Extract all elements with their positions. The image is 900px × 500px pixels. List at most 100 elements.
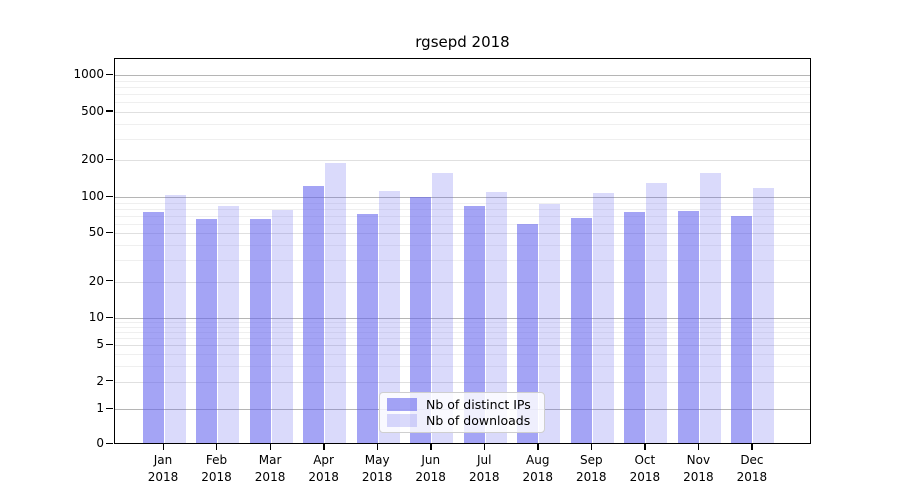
- y-tick-label: 0: [96, 436, 104, 450]
- x-tick-mark-nov: [697, 444, 700, 450]
- x-tick-label: Jul 2018: [468, 453, 500, 484]
- bar-downloads-sep: [592, 193, 614, 443]
- bar-downloads-apr: [325, 162, 347, 443]
- y-tick-mark-1: [106, 407, 113, 409]
- gridline-1000: [115, 75, 810, 76]
- y-tick-label: 50: [88, 225, 104, 240]
- x-tick-mark-apr: [323, 444, 325, 450]
- y-tick-label: 1: [96, 401, 104, 415]
- bar-downloads-may: [378, 190, 400, 443]
- gridline-minor-4: [115, 354, 810, 356]
- gridline-minor-30: [115, 260, 810, 262]
- y-tick-label: 10: [88, 310, 104, 324]
- bar-ips-jul: [463, 205, 485, 443]
- legend-swatch-downloads: [387, 414, 417, 428]
- x-tick-mark-jan: [162, 444, 164, 450]
- legend-row-downloads: Nb of downloads: [387, 413, 537, 428]
- y-tick-mark-10: [106, 316, 113, 318]
- gridline-minor-800: [115, 86, 810, 88]
- bar-ips-sep: [570, 218, 592, 443]
- x-tick-label: Feb 2018: [201, 453, 232, 484]
- y-tick-mark-2: [106, 380, 113, 382]
- gridline-minor-600: [115, 102, 810, 104]
- legend: Nb of distinct IPs Nb of downloads: [379, 392, 545, 433]
- gridline-minor-700: [115, 93, 810, 95]
- gridline-50: [115, 233, 810, 235]
- gridline-20: [115, 281, 810, 283]
- y-tick-mark-50: [106, 231, 113, 234]
- x-tick-label: May 2018: [361, 453, 393, 484]
- gridline-minor-60: [115, 223, 810, 225]
- y-tick-mark-20: [106, 280, 113, 282]
- gridline-minor-7: [115, 332, 810, 334]
- bar-downloads-jan: [164, 194, 186, 443]
- x-tick-mark-aug: [537, 444, 539, 450]
- x-tick-label: Jun 2018: [415, 453, 446, 484]
- x-tick-label: Jan 2018: [147, 453, 179, 484]
- bar-ips-may: [356, 213, 378, 443]
- bar-ips-aug: [517, 223, 539, 443]
- bar-downloads-jun: [432, 172, 454, 443]
- bar-downloads-dec: [753, 188, 775, 443]
- gridline-2: [115, 381, 810, 383]
- bar-ips-nov: [677, 211, 699, 443]
- bar-ips-dec: [731, 215, 753, 443]
- y-tick-label: 1000: [73, 67, 104, 81]
- x-tick-mark-sep: [590, 444, 593, 450]
- bar-downloads-aug: [539, 203, 561, 443]
- y-tick-label: 2: [96, 373, 104, 388]
- x-tick-label: Apr 2018: [308, 453, 339, 484]
- bar-downloads-mar: [271, 210, 293, 443]
- gridline-500: [115, 111, 810, 113]
- gridline-100: [115, 197, 810, 198]
- bar-ips-jan: [142, 212, 164, 443]
- x-tick-label: Dec 2018: [736, 453, 768, 484]
- bar-ips-jun: [410, 197, 432, 443]
- y-tick-label: 100: [81, 189, 104, 203]
- x-tick-mark-jul: [483, 444, 486, 450]
- y-tick-label: 20: [88, 273, 104, 288]
- y-tick-mark-1000: [106, 73, 113, 75]
- bar-downloads-jul: [485, 191, 507, 443]
- gridline-5: [115, 345, 810, 347]
- x-tick-mark-oct: [644, 444, 646, 450]
- gridline-minor-90: [115, 202, 810, 204]
- bar-ips-mar: [249, 218, 271, 443]
- legend-label-distinct-ips: Nb of distinct IPs: [426, 396, 531, 412]
- y-tick-label: 200: [81, 152, 104, 167]
- bar-ips-apr: [303, 185, 325, 443]
- x-tick-mark-dec: [751, 444, 753, 450]
- y-tick-mark-5: [106, 343, 113, 346]
- bar-ips-oct: [624, 212, 646, 443]
- x-tick-mark-mar: [269, 444, 271, 450]
- gridline-minor-40: [115, 245, 810, 247]
- y-tick-label: 5: [96, 337, 104, 352]
- x-tick-label: Aug 2018: [522, 453, 554, 484]
- plot-area: [114, 58, 811, 444]
- gridline-200: [115, 160, 810, 162]
- gridline-minor-80: [115, 208, 810, 210]
- x-tick-label: Sep 2018: [576, 453, 607, 484]
- bar-downloads-feb: [218, 205, 240, 443]
- legend-label-downloads: Nb of downloads: [426, 413, 531, 429]
- gridline-10: [115, 318, 810, 319]
- x-tick-label: Mar 2018: [254, 453, 286, 484]
- x-tick-label: Oct 2018: [629, 453, 661, 484]
- legend-swatch-distinct-ips: [387, 397, 417, 411]
- x-tick-label: Nov 2018: [683, 453, 714, 484]
- x-tick-mark-feb: [216, 444, 218, 450]
- x-tick-mark-jun: [430, 444, 432, 450]
- legend-row-distinct-ips: Nb of distinct IPs: [387, 397, 537, 412]
- y-tick-mark-200: [106, 158, 113, 161]
- bar-ips-feb: [196, 218, 218, 443]
- y-tick-mark-500: [106, 110, 113, 112]
- chart-title: rgsepd 2018: [415, 33, 510, 51]
- gridline-minor-70: [115, 215, 810, 217]
- gridline-minor-6: [115, 338, 810, 340]
- gridline-minor-400: [115, 123, 810, 125]
- bar-downloads-nov: [699, 172, 721, 443]
- y-tick-mark-100: [106, 195, 113, 197]
- gridline-minor-9: [115, 322, 810, 324]
- gridline-minor-900: [115, 80, 810, 82]
